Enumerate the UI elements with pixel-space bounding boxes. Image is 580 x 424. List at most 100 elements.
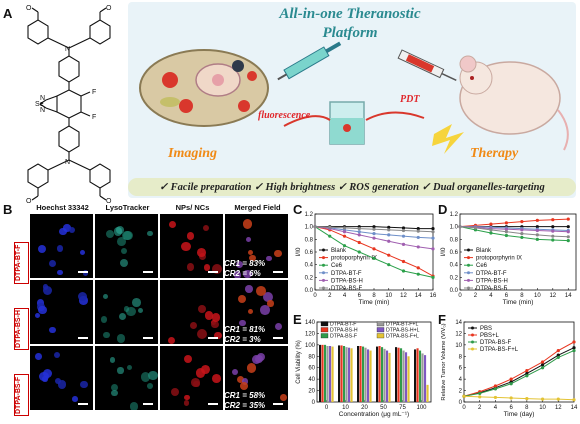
data-point — [387, 233, 391, 237]
cell-dot — [235, 260, 243, 269]
cell-dot — [183, 399, 190, 406]
bar — [340, 345, 343, 402]
series-line — [463, 395, 575, 401]
x-tick-label: 2 — [474, 293, 478, 299]
y-tick-label: 0.6 — [305, 250, 314, 256]
data-point — [535, 218, 539, 222]
svg-text:O: O — [26, 5, 32, 12]
cell-dot — [200, 364, 210, 374]
cell-dot — [197, 328, 207, 339]
y-tick-label: 0.0 — [450, 288, 459, 294]
data-point — [342, 234, 347, 238]
bar — [376, 346, 379, 402]
data-point — [431, 230, 435, 234]
data-point — [401, 234, 406, 238]
data-point — [504, 233, 508, 238]
x-tick-label: 0 — [313, 293, 317, 299]
microscopy-tile — [30, 214, 93, 278]
data-point — [401, 269, 406, 273]
data-point — [520, 232, 524, 236]
cell-dot — [36, 299, 45, 307]
legend-label: Ce6 — [331, 263, 343, 269]
x-tick-label: 100 — [416, 405, 427, 411]
column-header-hoechst: Hoechst 33342 — [36, 203, 89, 212]
cell-dot — [111, 389, 118, 397]
bar — [329, 346, 332, 402]
y-tick-label: 10 — [455, 343, 462, 349]
data-point — [504, 221, 508, 225]
cell-dot — [233, 271, 241, 278]
y-axis-label: I/I0 — [295, 247, 302, 256]
data-point — [387, 253, 391, 257]
data-point — [458, 225, 462, 229]
legend-label: PBS+L — [480, 333, 500, 339]
data-point — [520, 228, 524, 232]
data-point — [462, 394, 466, 398]
cell-dot — [132, 298, 141, 308]
x-axis-label: Time (min) — [503, 299, 534, 306]
cell-dot — [212, 264, 223, 275]
data-point — [489, 228, 493, 232]
cell-dot — [126, 365, 133, 371]
y-tick-label: 8 — [459, 354, 463, 360]
x-axis-label: Time (day) — [504, 411, 535, 418]
scale-bar — [78, 271, 88, 273]
data-point — [493, 384, 498, 388]
cell-dot — [183, 354, 193, 363]
y-tick-label: 6 — [459, 366, 463, 372]
bar — [326, 346, 329, 402]
data-point — [372, 225, 376, 229]
data-point — [328, 225, 332, 229]
cell-dot — [116, 226, 124, 235]
data-point — [551, 229, 555, 233]
y-tick-label: 12 — [455, 331, 462, 337]
data-point — [431, 247, 435, 251]
cell-dot — [186, 263, 195, 271]
data-point — [556, 397, 560, 401]
y-tick-label: 1.0 — [450, 225, 459, 231]
cell-dot — [148, 370, 158, 381]
legend-label: DTPA-BS-F — [476, 286, 508, 292]
data-point — [387, 239, 391, 243]
series-line — [463, 350, 575, 397]
data-point — [313, 225, 317, 229]
chart-c: 0.0 0.2 0.4 0.6 0.8 1.0 1.2 0 2 4 6 8 10 12 14 16 Time (… — [295, 212, 437, 306]
platform-title-line1: All-in-one Theranostic — [279, 6, 421, 22]
cell-dot — [119, 258, 128, 267]
data-point — [401, 228, 406, 233]
y-tick-label: 120 — [305, 331, 316, 337]
cell-dot — [260, 305, 270, 315]
data-point — [540, 366, 545, 370]
cell-dot — [80, 380, 88, 388]
cell-dot — [267, 300, 274, 307]
x-tick-label: 8 — [525, 405, 529, 411]
legend-label: DTPA-BS-F — [480, 340, 512, 346]
bar — [426, 384, 429, 402]
svg-text:O: O — [106, 198, 112, 204]
data-point — [525, 368, 529, 373]
cell-dot — [167, 336, 176, 344]
bar — [362, 346, 365, 402]
data-point — [540, 363, 545, 367]
label-therapy: Therapy — [470, 146, 519, 161]
data-point — [525, 374, 529, 378]
data-point — [489, 231, 493, 235]
microscopy-tile — [30, 280, 93, 344]
features-bar: ✓ Facile preparation ✓ High brightness ✓… — [128, 178, 576, 196]
data-point — [357, 230, 361, 234]
data-point — [556, 355, 560, 360]
cell-dot — [48, 260, 56, 268]
y-tick-label: 2 — [459, 389, 463, 395]
cell-dot — [265, 255, 272, 262]
cell-dot — [63, 224, 71, 232]
x-tick-label: 10 — [342, 405, 349, 411]
y-axis-label: I/I0 — [440, 247, 447, 256]
bar — [319, 344, 322, 402]
y-axis-label: Relative Tumor Volume (V/V₀) — [441, 323, 447, 400]
scale-bar — [208, 271, 218, 273]
data-point — [372, 247, 376, 251]
microscopy-tile — [30, 346, 93, 410]
bar — [386, 350, 389, 402]
cell-dot — [242, 269, 252, 278]
cell-dot — [247, 249, 253, 255]
